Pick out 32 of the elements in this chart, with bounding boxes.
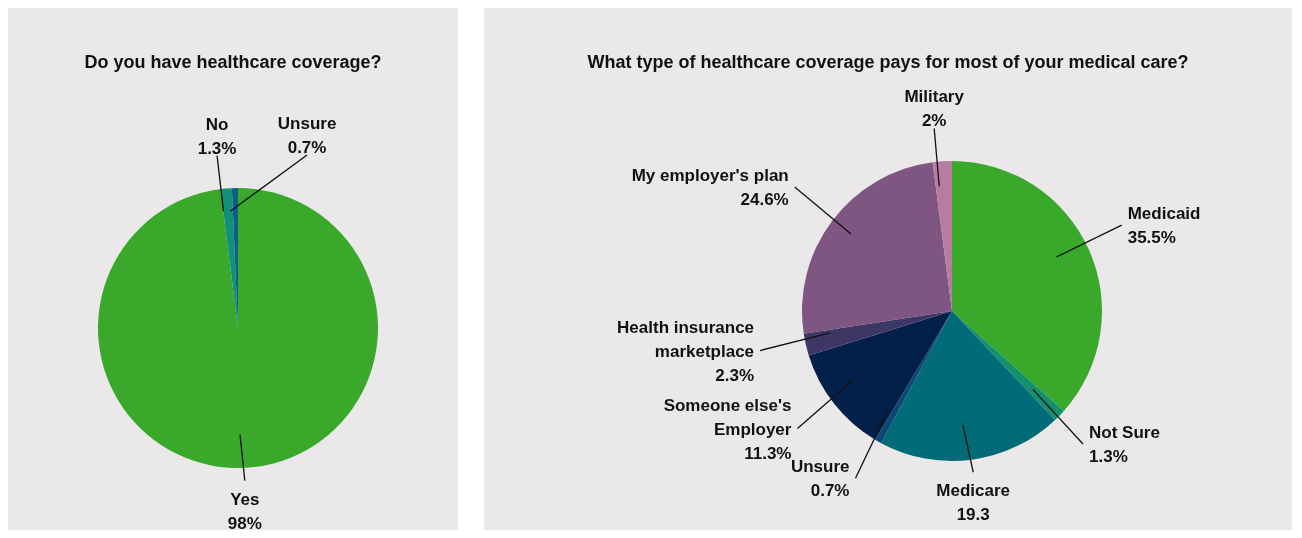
data-label: 1.3% [197,138,237,158]
slice-label: No [205,114,229,134]
data-label: 11.3% [744,443,792,463]
chart-title: Do you have healthcare coverage? [83,52,383,73]
slice-label: Someone else's Employer [663,395,792,439]
slice-label: My employer's plan [631,165,789,185]
data-label: 19.3 [956,504,990,524]
slice-label: Not Sure [1089,422,1160,442]
slice-label: Unsure [790,456,850,476]
pie-slice [808,311,952,440]
slice-label: Health insurance marketplace [617,317,755,361]
pie-slice [881,311,1056,461]
data-label: 2.3% [715,365,755,385]
data-label: 24.6% [740,189,789,209]
slice-label: Medicaid [1127,203,1201,223]
data-label: 2% [921,110,947,130]
pie-slice [952,311,1064,420]
pie-slice [952,161,1102,411]
slice-label: Unsure [277,113,337,133]
pie-slice [875,311,952,444]
pie-slice [802,162,952,334]
slice-label: Military [904,86,965,106]
data-label: 98% [227,513,262,533]
data-label: 0.7% [810,480,850,500]
chart-title: What type of healthcare coverage pays for most of your medical care? [586,52,1190,73]
pie-slice [803,311,952,356]
slice-label: Medicare [936,480,1011,500]
slice-label: Yes [230,489,260,509]
data-label: 1.3% [1089,446,1128,466]
data-label: 0.7% [287,137,327,157]
pie-slice [98,188,378,468]
data-label: 35.5% [1127,227,1176,247]
